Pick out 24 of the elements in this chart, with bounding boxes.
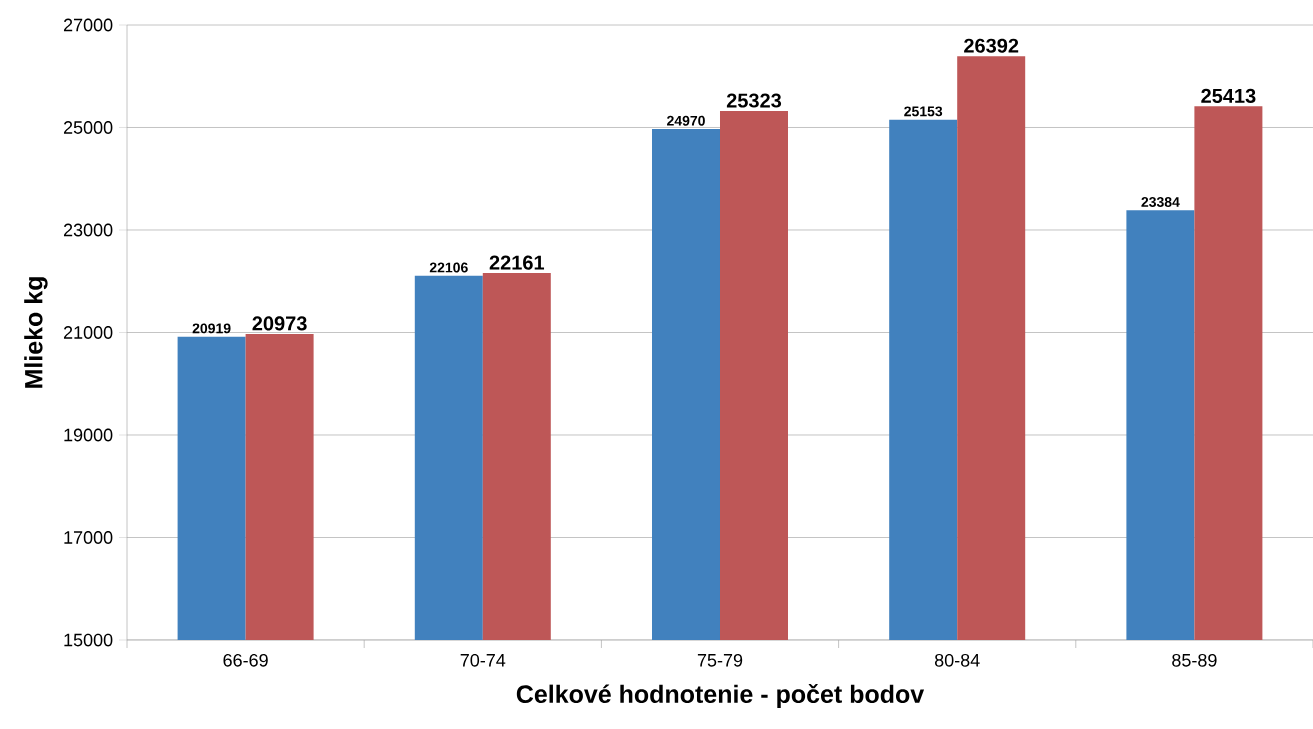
y-tick-label: 25000 xyxy=(63,121,113,134)
data-label: 25153 xyxy=(904,106,943,117)
y-tick-label: 21000 xyxy=(63,326,113,339)
data-label: 20919 xyxy=(192,323,231,334)
x-axis-title: Celkové hodnotenie - počet bodov xyxy=(516,684,925,708)
data-label: 23384 xyxy=(1141,197,1180,207)
x-tick-label: 85-89 xyxy=(1172,653,1217,667)
y-tick-label: 23000 xyxy=(63,223,113,237)
y-axis-title: Mlieko kg xyxy=(24,277,48,388)
y-tick-label: 19000 xyxy=(64,428,113,442)
x-tick-label: 70-74 xyxy=(460,653,506,667)
x-tick-label: 75-79 xyxy=(697,653,743,667)
data-label: 26392 xyxy=(964,38,1019,53)
data-label: 24970 xyxy=(667,115,705,126)
x-tick-label: 80-84 xyxy=(934,653,980,667)
data-label: 22161 xyxy=(489,255,545,270)
data-label: 25413 xyxy=(1201,88,1256,104)
y-tick-label: 17000 xyxy=(64,531,113,544)
data-label: 22106 xyxy=(429,262,468,273)
data-label: 25323 xyxy=(726,93,782,108)
x-tick-label: 66-69 xyxy=(223,653,268,667)
y-tick-label: 27000 xyxy=(63,18,113,32)
y-tick-label: 15000 xyxy=(64,633,113,647)
data-label: 20973 xyxy=(252,316,307,331)
